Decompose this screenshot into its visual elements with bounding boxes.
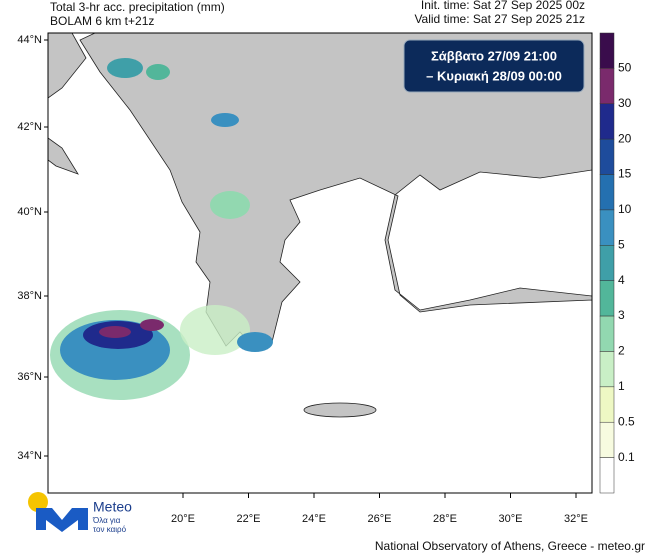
map: 44°N 42°N 40°N 38°N 36°N 34°N 20°E 22°E 24°E 26°E… bbox=[17, 32, 593, 525]
precip bbox=[180, 305, 250, 355]
lon-label: 22°E bbox=[237, 513, 261, 525]
colorbar-segment bbox=[599, 174, 615, 211]
lon-label: 28°E bbox=[433, 513, 457, 525]
title: Total 3-hr acc. precipitation (mm) bbox=[50, 0, 225, 14]
axes: 44°N 42°N 40°N 38°N 36°N 34°N 20°E 22°E 24°E 26°E… bbox=[17, 34, 588, 525]
logo-m bbox=[36, 508, 88, 532]
colorbar-label: 1 bbox=[618, 379, 625, 393]
precip bbox=[99, 326, 131, 338]
colorbar-segment bbox=[599, 138, 615, 175]
precip bbox=[140, 319, 164, 331]
crete bbox=[303, 402, 377, 418]
init-time: Init. time: Sat 27 Sep 2025 00z bbox=[421, 0, 585, 12]
colorbar-segment bbox=[599, 103, 615, 140]
colorbar-segment bbox=[599, 315, 615, 352]
precip bbox=[211, 113, 239, 127]
subtitle: BOLAM 6 km t+21z bbox=[50, 14, 154, 28]
colorbar-label: 10 bbox=[618, 202, 632, 216]
precip bbox=[146, 64, 170, 80]
info-box-bg bbox=[403, 39, 585, 93]
colorbar: 50 30 20 15 10 5 4 3 2 1 0.5 0.1 bbox=[599, 32, 635, 494]
logo-tagline: Όλα για bbox=[92, 516, 121, 525]
colorbar-label: 2 bbox=[618, 344, 625, 358]
colorbar-label: 4 bbox=[618, 273, 625, 287]
lat-label: 40°N bbox=[17, 206, 42, 218]
lat-label: 44°N bbox=[17, 34, 42, 46]
lon-label: 32°E bbox=[564, 513, 588, 525]
lat-label: 34°N bbox=[17, 450, 42, 462]
logo-name: Meteo bbox=[93, 499, 132, 515]
info-line: – Κυριακή 28/09 00:00 bbox=[426, 68, 562, 83]
logo: Meteo Όλα για τον καιρό bbox=[28, 492, 132, 534]
colorbar-segment bbox=[599, 32, 615, 69]
colorbar-segment bbox=[599, 280, 615, 317]
italy-heel bbox=[48, 137, 79, 175]
lat-label: 42°N bbox=[17, 121, 42, 133]
colorbar-label: 0.5 bbox=[618, 414, 635, 428]
colorbar-label: 50 bbox=[618, 61, 632, 75]
precip bbox=[210, 191, 250, 219]
precip bbox=[107, 58, 143, 78]
colorbar-segment bbox=[599, 351, 615, 388]
colorbar-segment bbox=[599, 386, 615, 423]
lon-label: 30°E bbox=[499, 513, 523, 525]
lon-label: 20°E bbox=[171, 513, 195, 525]
info-box: Σάββατο 27/09 21:00 – Κυριακή 28/09 00:0… bbox=[403, 39, 585, 93]
colorbar-segment bbox=[599, 421, 615, 458]
info-line: Σάββατο 27/09 21:00 bbox=[431, 48, 557, 63]
lon-label: 26°E bbox=[368, 513, 392, 525]
colorbar-segment bbox=[599, 457, 615, 494]
logo-tagline: τον καιρό bbox=[93, 525, 127, 534]
logo-sun bbox=[28, 492, 48, 512]
lat-label: 36°N bbox=[17, 371, 42, 383]
valid-time: Valid time: Sat 27 Sep 2025 21z bbox=[414, 12, 585, 26]
colorbar-label: 30 bbox=[618, 96, 632, 110]
colorbar-label: 15 bbox=[618, 167, 632, 181]
precip bbox=[237, 332, 273, 352]
colorbar-label: 5 bbox=[618, 237, 625, 251]
map-frame bbox=[47, 32, 593, 494]
italy bbox=[48, 33, 87, 99]
colorbar-segment bbox=[599, 245, 615, 281]
lon-label: 24°E bbox=[302, 513, 326, 525]
footer: National Observatory of Athens, Greece -… bbox=[375, 539, 645, 553]
lat-label: 38°N bbox=[17, 290, 42, 302]
colorbar-label: 0.1 bbox=[618, 450, 635, 464]
colorbar-label: 3 bbox=[618, 308, 625, 322]
land bbox=[79, 33, 592, 347]
colorbar-label: 20 bbox=[618, 131, 632, 145]
colorbar-segment bbox=[599, 68, 615, 105]
colorbar-segment bbox=[599, 209, 615, 246]
